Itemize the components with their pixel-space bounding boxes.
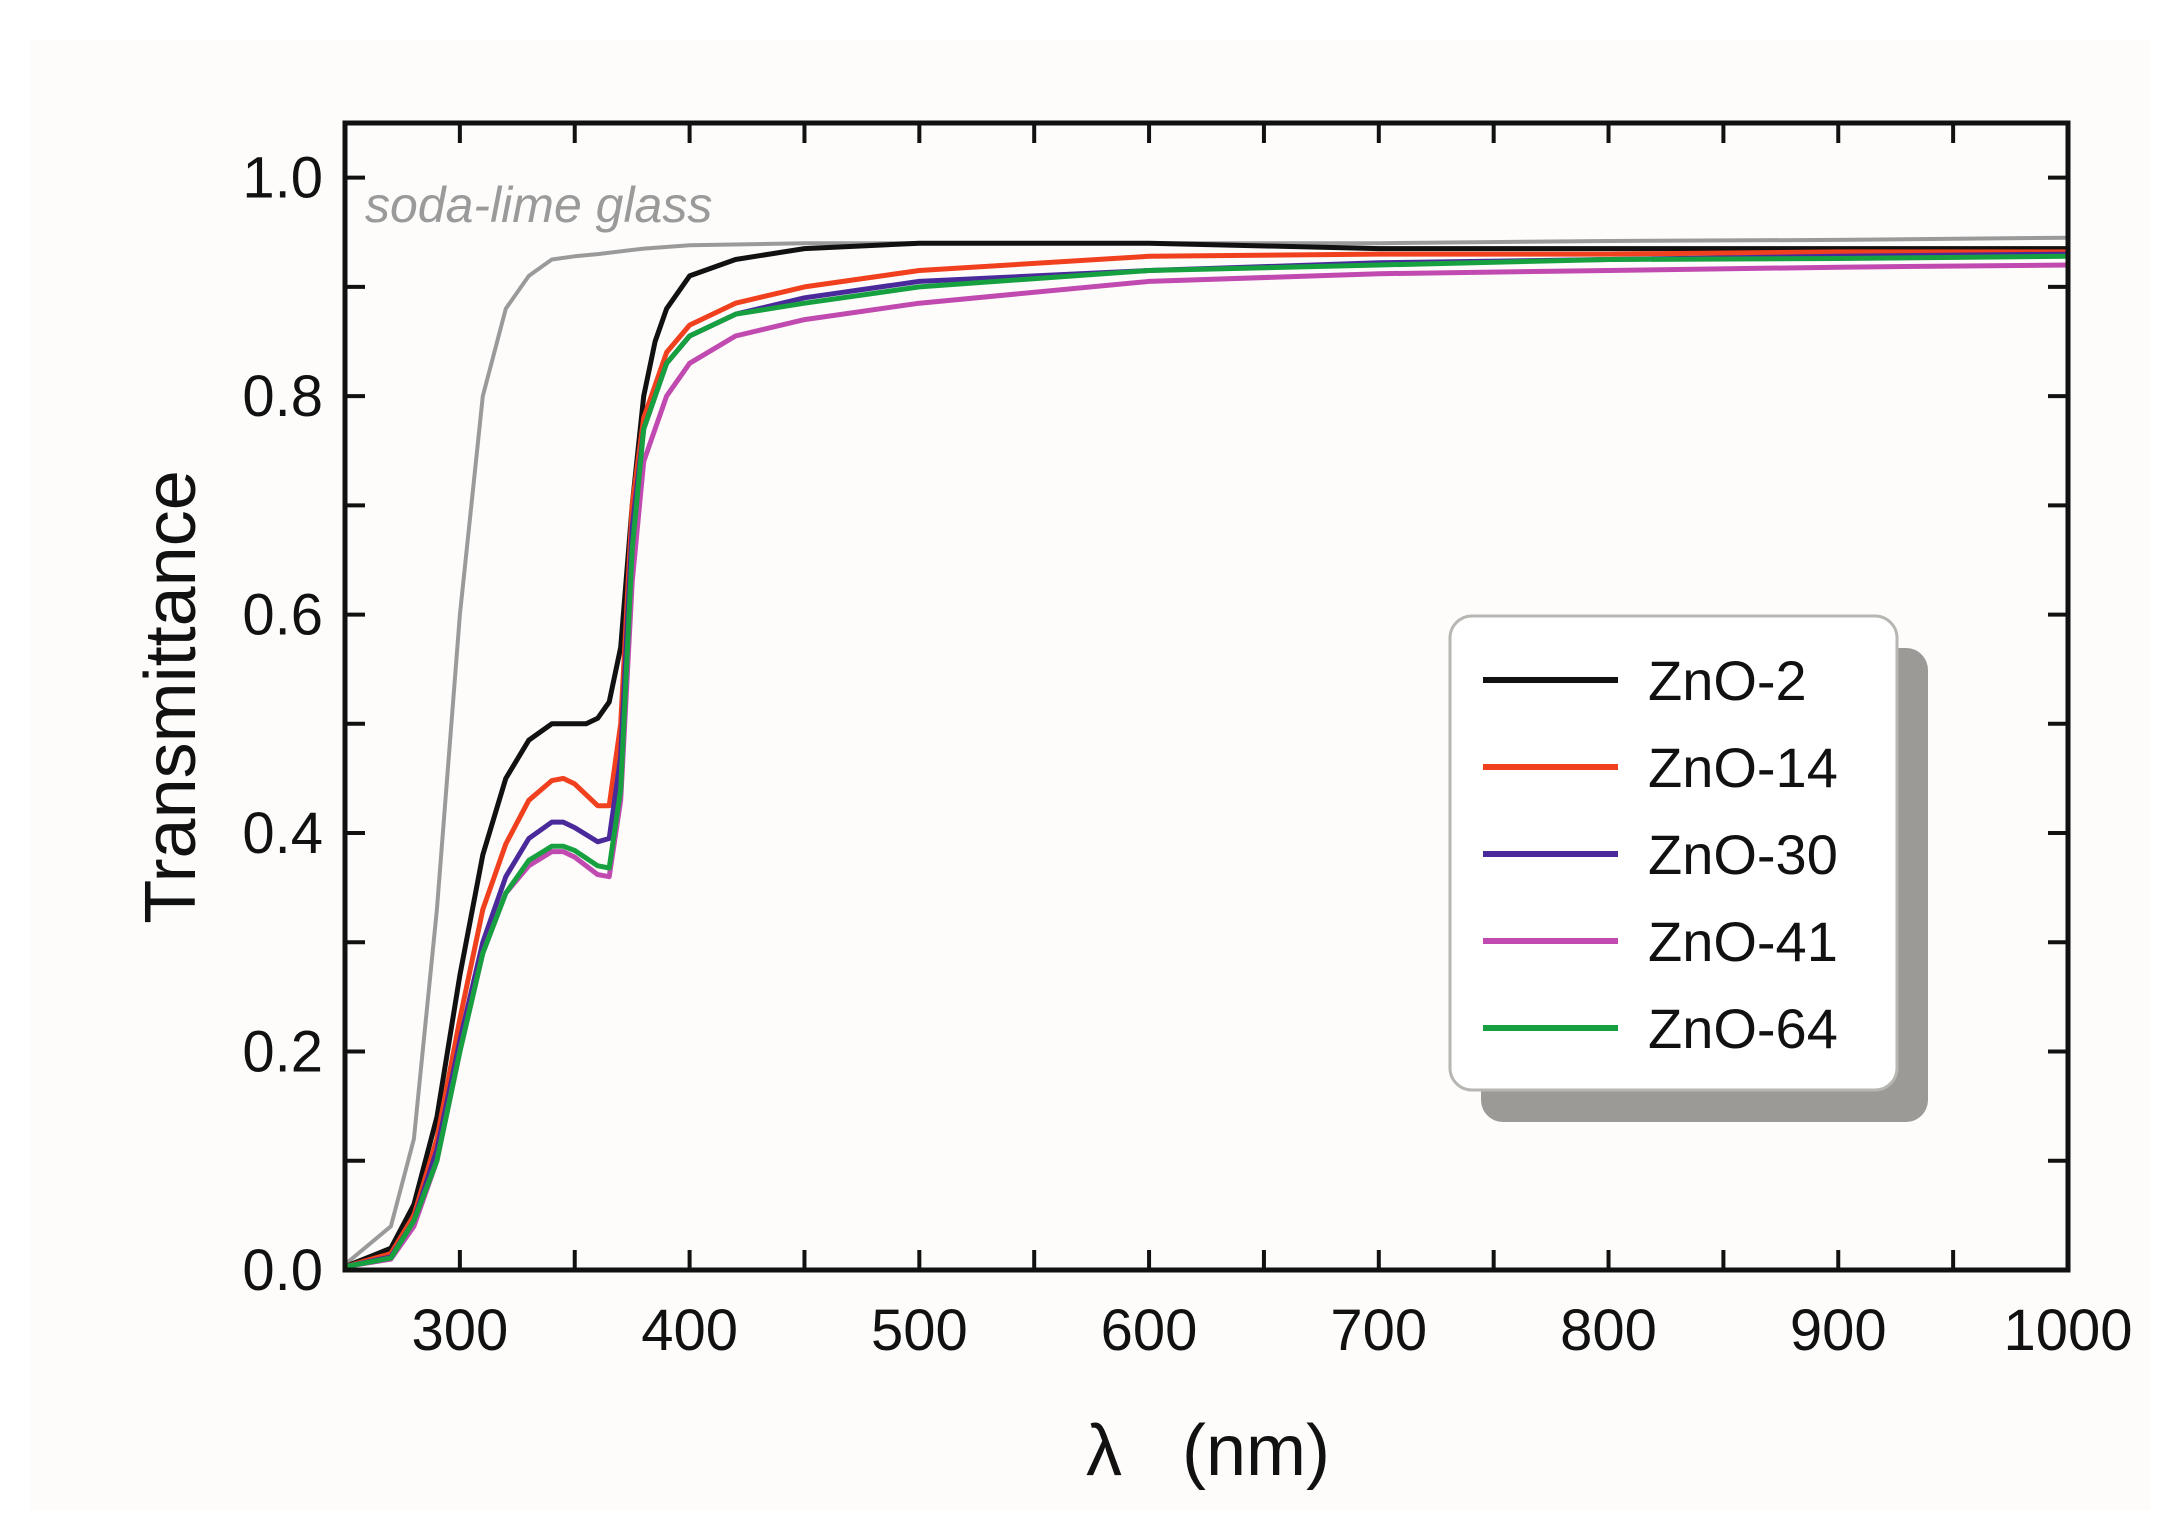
x-axis-title: λ (nm)	[1086, 1411, 1330, 1491]
x-tick-label: 600	[1101, 1298, 1198, 1363]
x-tick-label: 1000	[2003, 1298, 2132, 1363]
legend-label: ZnO-41	[1648, 910, 1838, 973]
legend-label: ZnO-30	[1648, 823, 1838, 886]
series-line-soda-lime-glass	[345, 235, 2068, 1267]
y-tick-label: 0.2	[242, 1020, 323, 1085]
legend-label: ZnO-64	[1648, 997, 1838, 1060]
legend-label: ZnO-2	[1648, 649, 1807, 712]
legend-items: ZnO-2 ZnO-14 ZnO-30 ZnO-41 ZnO-64	[1483, 649, 1838, 1060]
axis-ticks	[343, 123, 2070, 1272]
legend-label: ZnO-14	[1648, 736, 1838, 799]
x-tick-label: 500	[871, 1298, 968, 1363]
legend: ZnO-2 ZnO-14 ZnO-30 ZnO-41 ZnO-64	[1448, 614, 1928, 1122]
x-tick-label: 700	[1330, 1298, 1427, 1363]
series-line-zno-2	[345, 240, 2068, 1270]
x-tick-label: 900	[1790, 1298, 1887, 1363]
y-axis-title: Transmittance	[131, 470, 211, 923]
series-line-zno-14	[345, 249, 2068, 1270]
soda-lime-glass-annotation: soda-lime glass	[365, 177, 712, 233]
legend-box	[1448, 614, 1899, 1092]
x-tick-label: 800	[1560, 1298, 1657, 1363]
y-tick-label: 0.4	[242, 801, 323, 866]
series-layer	[345, 235, 2068, 1270]
y-tick-label: 0.8	[242, 364, 323, 429]
tick-labels: 300 400 500 600 700 800 900 1000 0.0 0.2 0.4 0.6 0.8…	[242, 146, 2132, 1363]
y-tick-label: 0.0	[242, 1238, 323, 1303]
y-tick-label: 0.6	[242, 583, 323, 648]
y-tick-label: 1.0	[242, 146, 323, 211]
x-tick-label: 400	[641, 1298, 738, 1363]
plot-frame	[342, 120, 2071, 1273]
series-line-zno-64	[345, 253, 2068, 1270]
x-tick-label: 300	[411, 1298, 508, 1363]
